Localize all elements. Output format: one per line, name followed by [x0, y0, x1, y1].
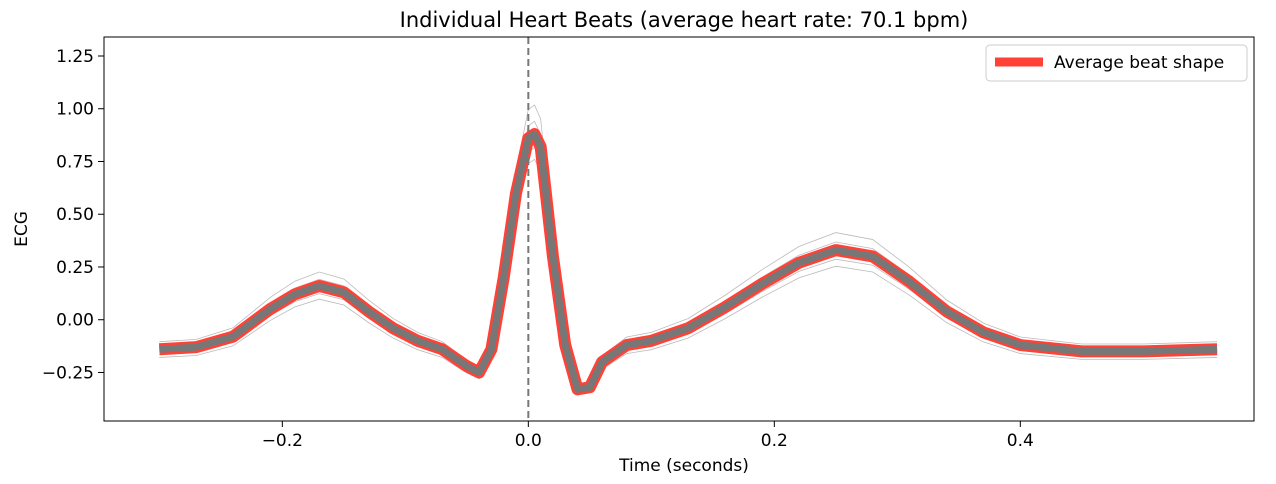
y-axis: −0.25 0.00 0.25 0.50 0.75 1.00 1.25	[42, 47, 104, 383]
x-tick-label: 0.2	[761, 431, 788, 451]
chart-title: Individual Heart Beats (average heart ra…	[400, 8, 969, 32]
y-tick-label: 0.25	[56, 258, 94, 278]
beat-overlay-band	[159, 130, 1218, 393]
x-tick-label: −0.2	[262, 431, 303, 451]
x-tick-label: 0.0	[515, 431, 542, 451]
legend: Average beat shape	[985, 44, 1248, 82]
y-tick-label: 0.00	[56, 311, 94, 331]
y-tick-label: −0.25	[42, 363, 94, 383]
legend-label-average: Average beat shape	[1054, 53, 1224, 73]
y-axis-label: ECG	[12, 211, 32, 247]
y-tick-label: 0.75	[56, 152, 94, 172]
y-tick-label: 0.50	[56, 205, 94, 225]
y-tick-label: 1.00	[56, 100, 94, 120]
average-beat-layer	[159, 128, 1218, 396]
x-tick-label: 0.4	[1007, 431, 1034, 451]
y-tick-label: 1.25	[56, 47, 94, 67]
x-axis: −0.2 0.0 0.2 0.4	[262, 421, 1034, 451]
plot-frame	[103, 36, 1255, 422]
legend-box	[985, 44, 1248, 82]
x-axis-label: Time (seconds)	[618, 456, 749, 476]
